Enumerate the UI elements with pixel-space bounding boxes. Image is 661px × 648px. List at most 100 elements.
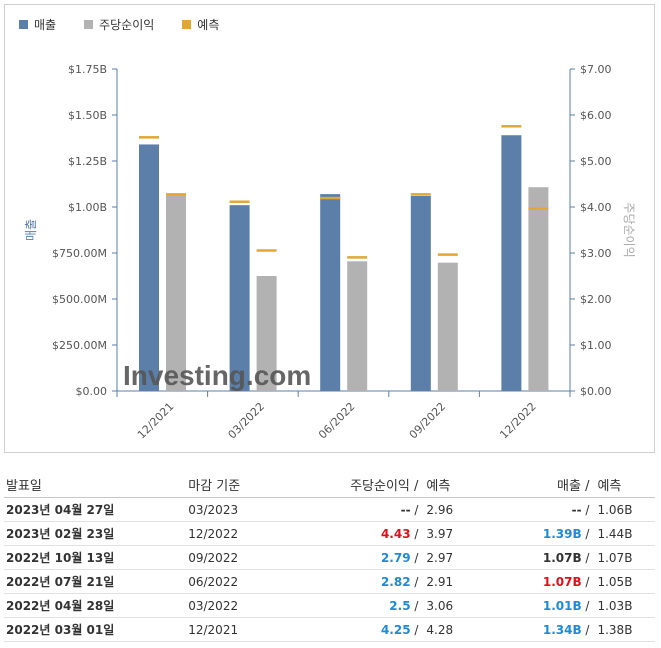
eps-forecast-mark xyxy=(437,253,458,256)
right-tick-label: $7.00 xyxy=(580,63,612,76)
left-tick-label: $1.00B xyxy=(68,201,107,214)
cell-revenue-forecast: 1.44B xyxy=(597,526,633,541)
legend-item[interactable]: 예측 xyxy=(182,16,219,33)
left-tick-label: $750.00M xyxy=(52,247,107,260)
cell-eps-forecast: 3.06 xyxy=(426,598,454,613)
cell-revenue-forecast: 1.07B xyxy=(597,550,633,565)
cell-period: 12/2021 xyxy=(188,622,239,637)
left-tick-label: $1.75B xyxy=(68,63,107,76)
cell-eps-forecast: 4.28 xyxy=(426,622,454,637)
cell-date: 2022년 04월 28일 xyxy=(6,599,115,613)
table-row: 2022년 07월 21일 06/2022 2.82 /2.91 1.07B /1.0… xyxy=(4,570,655,594)
left-tick-label: $500.00M xyxy=(52,293,107,306)
right-tick-label: $4.00 xyxy=(580,201,612,214)
separator: / xyxy=(410,622,419,637)
revenue-value: 1.34B xyxy=(542,622,582,637)
legend-swatch xyxy=(84,19,94,29)
cell-revenue-forecast: 1.03B xyxy=(597,598,633,613)
revenue-forecast-mark xyxy=(320,196,341,200)
eps-value: 4.43 xyxy=(380,526,411,541)
table-row: 2022년 03월 01일 12/2021 4.25 / 4.28 1.34B /1.3… xyxy=(4,618,655,642)
revenue-bar xyxy=(139,144,159,391)
separator: / xyxy=(581,598,590,613)
watermark-logo: Investing.com xyxy=(123,360,311,391)
x-tick-label: 12/2022 xyxy=(497,400,539,442)
revenue-forecast-mark xyxy=(139,136,159,139)
cell-period: 09/2022 xyxy=(188,550,239,565)
eps-value: -- xyxy=(400,502,411,517)
left-axis-title: 매출 xyxy=(24,219,38,241)
cell-revenue: 1.07B / xyxy=(494,575,594,589)
cell-date: 2022년 10월 13일 xyxy=(6,551,115,565)
table-row: 2023년 04월 27일 03/2023 -- /2.96 -- /1.06B xyxy=(4,498,655,522)
cell-revenue: 1.34B / xyxy=(494,623,594,637)
revenue-bar xyxy=(320,194,341,391)
legend-swatch xyxy=(19,19,28,29)
earnings-chart: $0.00 $250.00M $500.00M $750.00M $1.00B $1.25… xyxy=(24,63,636,442)
header-date[interactable]: 발표일 xyxy=(6,479,42,494)
separator: / xyxy=(410,526,419,541)
revenue-forecast-mark xyxy=(410,193,431,196)
right-tick-label: $1.00 xyxy=(580,339,612,352)
eps-forecast-mark xyxy=(166,193,186,196)
x-tick-label: 03/2022 xyxy=(226,400,268,442)
eps-forecast-mark xyxy=(256,249,277,252)
earnings-chart-panel: 매출 주당순이익 예측 $0.00 $250.00M $500.00M $750.00M $… xyxy=(4,4,655,453)
cell-date: 2022년 03월 01일 xyxy=(6,623,115,637)
revenue-bar xyxy=(229,205,250,391)
header-revenue-forecast[interactable]: 예측 xyxy=(597,479,622,494)
revenue-value: 1.39B xyxy=(542,526,582,541)
right-axis-title: 주당순이익 xyxy=(622,202,636,257)
separator: / xyxy=(581,502,590,517)
eps-bar xyxy=(256,276,277,391)
x-tick-label: 12/2021 xyxy=(135,400,177,442)
eps-value: 2.82 xyxy=(380,574,411,589)
right-tick-label: $0.00 xyxy=(580,385,612,398)
separator: / xyxy=(581,526,590,541)
header-revenue[interactable]: 매출 / xyxy=(557,479,590,494)
cell-revenue-forecast: 1.05B xyxy=(597,574,633,589)
cell-eps-forecast: 2.91 xyxy=(426,574,454,589)
cell-revenue: 1.07B / xyxy=(494,551,594,565)
x-tick-label: 09/2022 xyxy=(407,400,449,442)
cell-date: 2023년 02월 23일 xyxy=(6,527,115,541)
separator: / xyxy=(410,550,419,565)
revenue-bar xyxy=(501,135,522,391)
table-row: 2022년 04월 28일 03/2022 2.5 /3.06 1.01B /1.03… xyxy=(4,594,655,618)
cell-eps: 4.43 / xyxy=(294,527,423,541)
table-row: 2022년 10월 13일 09/2022 2.79 /2.97 1.07B /1.0… xyxy=(4,546,655,570)
eps-bar xyxy=(347,261,368,391)
revenue-value: -- xyxy=(571,502,582,517)
header-eps[interactable]: 주당순이익 / xyxy=(350,479,419,494)
revenue-bar xyxy=(410,195,431,391)
eps-forecast-mark xyxy=(347,256,368,259)
cell-revenue: -- / xyxy=(494,503,594,517)
legend-item[interactable]: 매출 xyxy=(19,16,56,33)
cell-eps: 2.5 / xyxy=(294,599,423,613)
right-tick-label: $5.00 xyxy=(580,155,612,168)
cell-date: 2023년 04월 27일 xyxy=(6,503,115,517)
legend-swatch xyxy=(182,19,192,29)
header-period[interactable]: 마감 기준 xyxy=(188,479,241,494)
eps-value: 4.25 xyxy=(380,622,411,637)
header-eps-forecast[interactable]: 예측 xyxy=(426,479,451,494)
cell-period: 12/2022 xyxy=(188,526,239,541)
eps-bar xyxy=(437,262,458,391)
separator: / xyxy=(581,550,590,565)
right-tick-label: $6.00 xyxy=(580,109,612,122)
table-header-row: 발표일 마감 기준 주당순이익 / 예측 매출 / 예측 xyxy=(4,472,655,498)
legend-item[interactable]: 주당순이익 xyxy=(84,16,154,33)
table-body: 2023년 04월 27일 03/2023 -- /2.96 -- /1.06B 202… xyxy=(4,498,655,642)
cell-period: 06/2022 xyxy=(188,574,239,589)
eps-forecast-mark xyxy=(528,207,549,210)
cell-period: 03/2023 xyxy=(188,502,239,517)
right-tick-label: $3.00 xyxy=(580,247,612,260)
revenue-forecast-mark xyxy=(501,125,522,128)
eps-bar xyxy=(166,195,186,391)
cell-period: 03/2022 xyxy=(188,598,239,613)
right-tick-label: $2.00 xyxy=(580,293,612,306)
separator: / xyxy=(410,502,419,517)
cell-revenue: 1.01B / xyxy=(494,599,594,613)
earnings-table: 발표일 마감 기준 주당순이익 / 예측 매출 / 예측 2023년 04월 2… xyxy=(4,472,655,642)
chart-legend: 매출 주당순이익 예측 xyxy=(19,15,219,33)
